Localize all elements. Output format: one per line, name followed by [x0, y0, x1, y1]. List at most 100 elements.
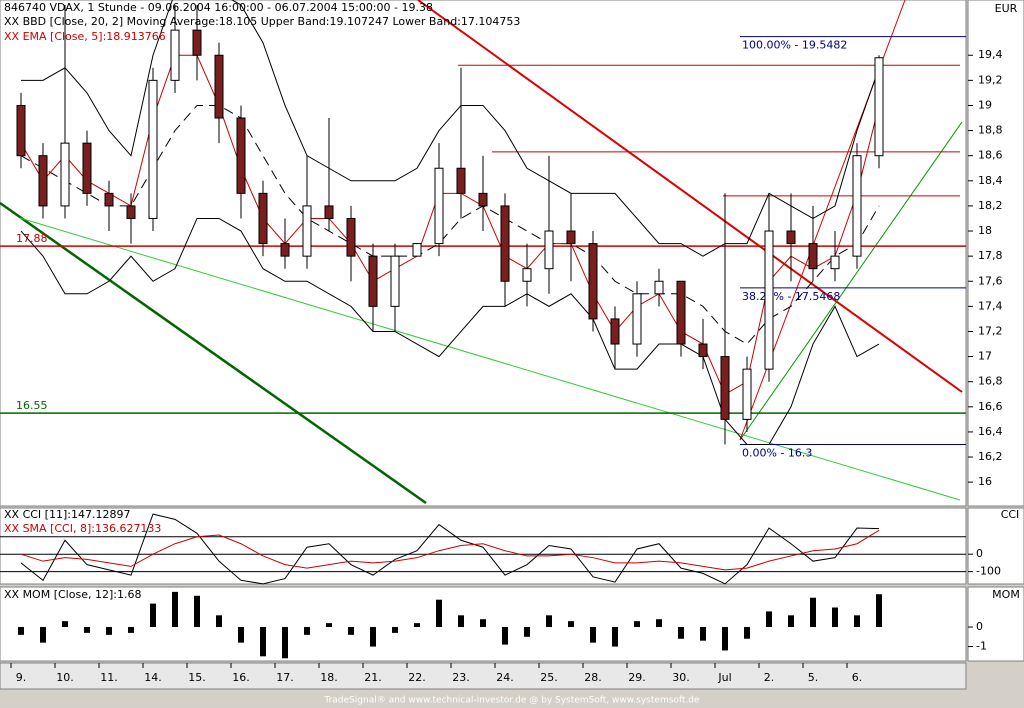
candle-body: [654, 280, 664, 295]
candle-body: [82, 142, 92, 194]
x-tick-label: 16.: [232, 671, 250, 684]
bar: [590, 627, 596, 643]
y-tick-label: 17,6: [978, 274, 1003, 287]
price-panel: [0, 0, 967, 507]
indicator-line: [20, 54, 880, 395]
bar: [128, 627, 134, 633]
bar: [766, 611, 772, 628]
x-tick-label: 10.: [56, 671, 74, 684]
bar: [392, 627, 398, 633]
indicator-line: [20, 217, 880, 445]
bar: [876, 594, 882, 628]
y-tick-label: 16: [978, 475, 992, 488]
bar: [84, 627, 90, 633]
bar: [700, 627, 706, 641]
footer: TradeSignal® and www.technical-investor.…: [323, 696, 700, 706]
x-tick-label: 9.: [16, 671, 27, 684]
price-axis: [967, 0, 1024, 507]
y-tick-label: 0: [976, 620, 983, 633]
candle-body: [808, 243, 818, 270]
y-tick-label: 17: [978, 350, 992, 363]
candle-body: [38, 155, 48, 207]
bar: [744, 627, 750, 639]
marks: 16 16,2 16,4 16,6 16,8 17 17,2 17,4 17,6 17,8 18 18…: [0, 0, 1003, 684]
bar: [854, 615, 860, 628]
candle-body: [852, 155, 862, 257]
candle-body: [346, 217, 356, 257]
bar: [348, 627, 354, 635]
bar: [612, 627, 618, 647]
bar: [414, 623, 420, 628]
y-tick-label: 18,4: [978, 174, 1003, 187]
axis-label: EUR: [995, 2, 1018, 15]
candle-body: [500, 205, 510, 282]
bar: [480, 619, 486, 628]
y-tick-label: -100: [976, 565, 1001, 578]
fib-label: 0.00% - 16.3: [742, 446, 812, 459]
candle-body: [588, 243, 598, 320]
candle-body: [434, 167, 444, 245]
x-tick-label: 28.: [584, 671, 602, 684]
candle-body: [258, 192, 268, 245]
candle-body: [192, 29, 202, 56]
candle-body: [698, 343, 708, 358]
y-tick-label: 16,2: [978, 450, 1003, 463]
candle-body: [412, 243, 422, 257]
cci-axis: [967, 507, 1024, 585]
candle-body: [104, 192, 114, 207]
candle-body: [742, 368, 752, 420]
bar: [458, 615, 464, 628]
candle-body: [720, 356, 730, 420]
bar: [326, 623, 332, 628]
indicator-line: [20, 513, 880, 585]
candle-body: [544, 230, 554, 270]
candle-body: [456, 167, 466, 194]
chart-title: 846740 VDAX, 1 Stunde - 09.06.2004 16:00…: [4, 1, 433, 14]
x-tick-label: 29.: [628, 671, 646, 684]
candle-body: [280, 243, 290, 257]
y-tick-label: 18,2: [978, 199, 1003, 212]
y-tick-label: 19: [978, 98, 992, 111]
bar: [106, 627, 112, 635]
x-tick-label: 5.: [808, 671, 819, 684]
candle-body: [764, 230, 774, 370]
x-tick-label: 15.: [188, 671, 206, 684]
candle-body: [60, 142, 70, 207]
cci-panel: [0, 507, 967, 585]
bar: [194, 595, 200, 628]
candle-body: [566, 230, 576, 245]
candle-body: [478, 192, 488, 207]
bar: [678, 627, 684, 639]
bar: [150, 603, 156, 628]
bar: [656, 619, 662, 628]
candle-body: [324, 205, 334, 219]
bar: [524, 627, 530, 637]
indicator-line: [21, 0, 880, 257]
candle-body: [236, 117, 246, 194]
candle-body: [390, 255, 400, 307]
indicator-line: [20, 529, 880, 571]
legend-entry: XX CCI [11]:147.12897: [4, 508, 130, 521]
x-tick-label: 22.: [408, 671, 426, 684]
candle-body: [874, 57, 884, 157]
candle-body: [368, 255, 378, 307]
bar: [370, 627, 376, 647]
legend-entry: XX MOM [Close, 12]:1.68: [4, 588, 141, 601]
fib-label: 100.00% - 19.5482: [742, 39, 847, 52]
candle-body: [786, 230, 796, 245]
legend-entry: XX EMA [Close, 5]:18.913766: [4, 30, 166, 43]
legend-entry: XX BBD [Close, 20, 2] Moving Average:18.…: [4, 15, 520, 28]
date-axis: [0, 662, 967, 690]
bar: [40, 627, 46, 643]
candle-body: [522, 268, 532, 282]
candle-body: [632, 293, 642, 345]
x-tick-label: 23.: [452, 671, 470, 684]
bar: [832, 607, 838, 628]
y-tick-label: 0: [976, 547, 983, 560]
candle-body: [214, 54, 224, 119]
y-tick-label: 16,4: [978, 425, 1003, 438]
candle-body: [610, 318, 620, 345]
bar: [238, 627, 244, 643]
x-tick-label: 25.: [540, 671, 558, 684]
